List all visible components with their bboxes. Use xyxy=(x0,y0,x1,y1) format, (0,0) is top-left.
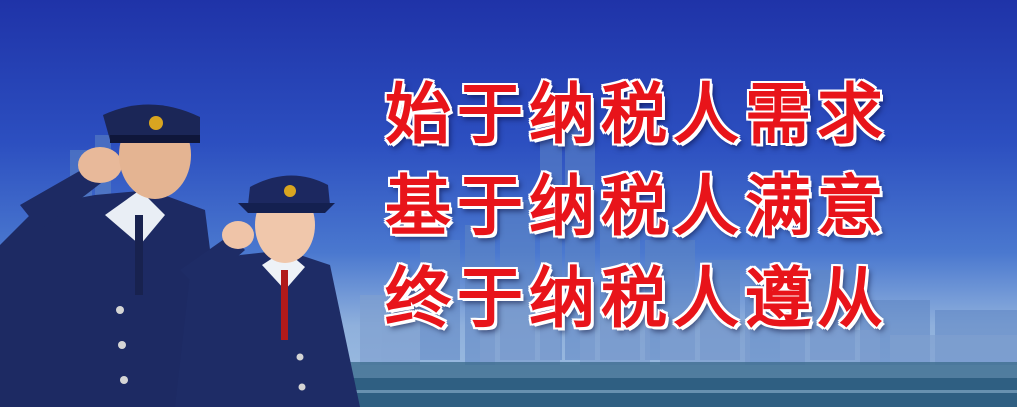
cap-badge-icon xyxy=(149,116,163,130)
slogan-block: 始于纳税人需求 基于纳税人满意 终于纳税人遵从 xyxy=(385,68,985,344)
officer-female xyxy=(175,175,360,407)
slogan-line-1: 始于纳税人需求 xyxy=(385,75,889,153)
slogan-line-2: 基于纳税人满意 xyxy=(385,167,889,245)
slogan-line-3: 终于纳税人遵从 xyxy=(385,259,889,337)
officer-male xyxy=(0,104,230,407)
officers-illustration xyxy=(0,104,360,407)
cap-badge-icon xyxy=(284,185,296,197)
